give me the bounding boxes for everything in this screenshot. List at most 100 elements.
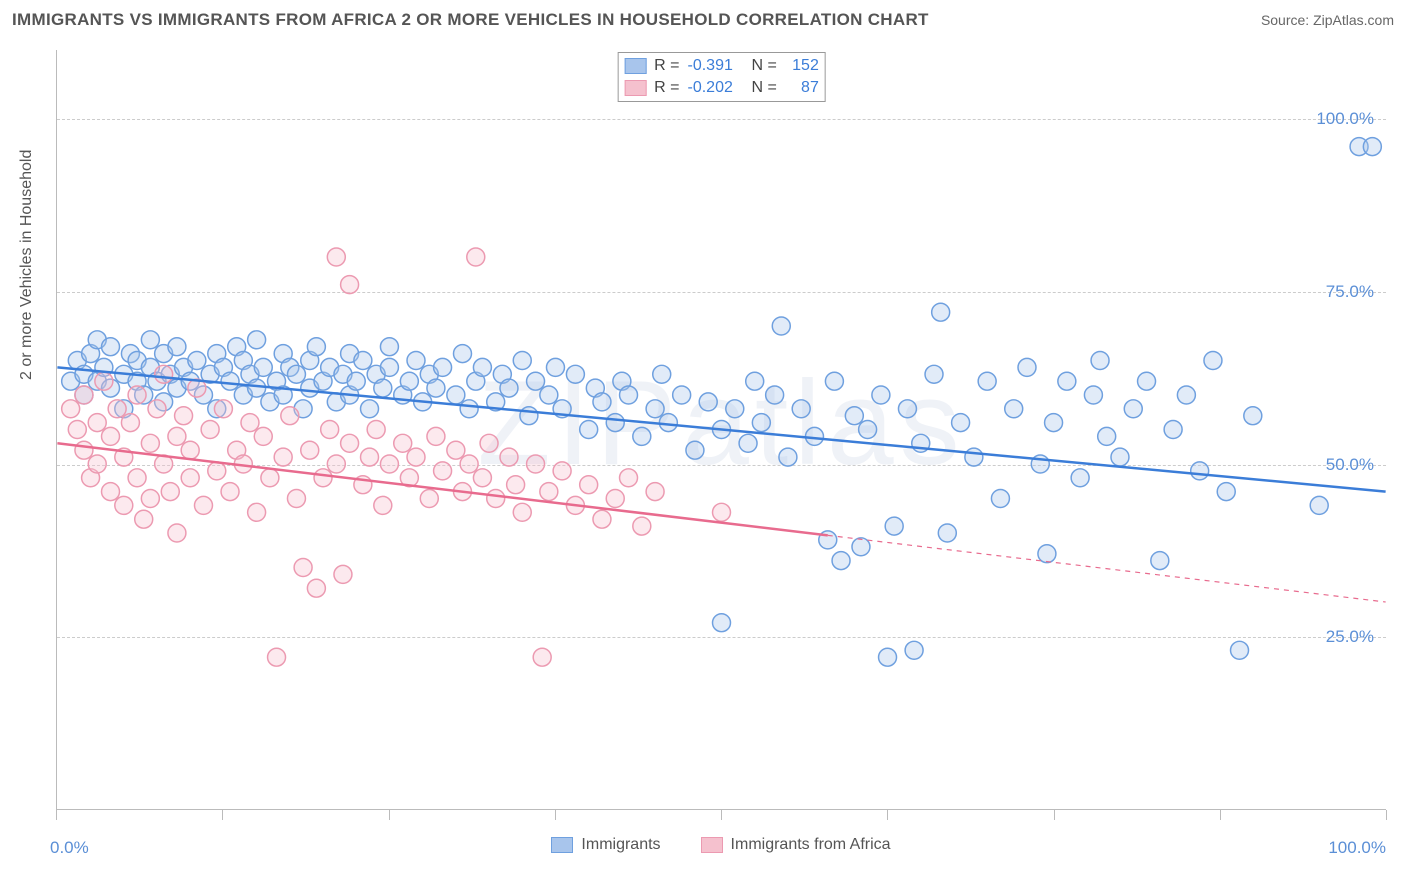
- x-tick: [555, 810, 556, 820]
- data-point: [248, 379, 266, 397]
- y-axis-title: 2 or more Vehicles in Household: [18, 150, 36, 380]
- x-ticks: [56, 810, 1386, 820]
- data-point: [168, 338, 186, 356]
- data-point: [141, 434, 159, 452]
- data-point: [460, 455, 478, 473]
- data-point: [287, 490, 305, 508]
- data-point: [527, 455, 545, 473]
- data-point: [1217, 483, 1235, 501]
- legend-item: Immigrants from Africa: [701, 836, 891, 854]
- data-point: [115, 496, 133, 514]
- data-point: [434, 462, 452, 480]
- data-point: [527, 372, 545, 390]
- data-point: [108, 400, 126, 418]
- data-point: [473, 469, 491, 487]
- data-point: [925, 365, 943, 383]
- data-point: [354, 352, 372, 370]
- source-prefix: Source:: [1261, 12, 1313, 28]
- data-point: [513, 352, 531, 370]
- source-link[interactable]: ZipAtlas.com: [1313, 12, 1394, 28]
- stat-r-label: R =: [654, 55, 679, 77]
- stat-n-label: N =: [752, 55, 777, 77]
- data-point: [334, 565, 352, 583]
- x-tick: [389, 810, 390, 820]
- legend-swatch: [551, 837, 573, 853]
- data-point: [1098, 427, 1116, 445]
- data-point: [254, 427, 272, 445]
- data-point: [1177, 386, 1195, 404]
- data-point: [221, 483, 239, 501]
- data-point: [121, 414, 139, 432]
- data-point: [221, 372, 239, 390]
- data-point: [746, 372, 764, 390]
- x-tick: [56, 810, 57, 820]
- data-point: [307, 579, 325, 597]
- x-tick: [1054, 810, 1055, 820]
- data-point: [646, 400, 664, 418]
- stat-r-label: R =: [654, 77, 679, 99]
- data-point: [1310, 496, 1328, 514]
- data-point: [473, 358, 491, 376]
- data-point: [766, 386, 784, 404]
- data-point: [88, 455, 106, 473]
- data-point: [168, 524, 186, 542]
- data-point: [513, 503, 531, 521]
- data-point: [168, 427, 186, 445]
- x-tick: [721, 810, 722, 820]
- stat-n-value: 87: [785, 77, 819, 99]
- data-point: [314, 469, 332, 487]
- data-point: [898, 400, 916, 418]
- data-point: [1244, 407, 1262, 425]
- data-point: [1038, 545, 1056, 563]
- legend-stats-box: R =-0.391N =152R =-0.202N =87: [617, 52, 826, 102]
- data-point: [991, 490, 1009, 508]
- data-point: [1151, 552, 1169, 570]
- legend-stats-row: R = -0.391 N = 152: [624, 55, 819, 77]
- data-point: [1091, 352, 1109, 370]
- data-point: [593, 510, 611, 528]
- trendline-extrapolated: [828, 535, 1386, 602]
- data-point: [88, 414, 106, 432]
- x-tick: [887, 810, 888, 820]
- data-point: [407, 448, 425, 466]
- data-point: [427, 379, 445, 397]
- data-point: [201, 421, 219, 439]
- data-point: [1084, 386, 1102, 404]
- stat-r-value: -0.391: [688, 55, 744, 77]
- data-point: [254, 358, 272, 376]
- data-point: [825, 372, 843, 390]
- data-point: [859, 421, 877, 439]
- data-point: [507, 476, 525, 494]
- legend-swatch: [624, 80, 646, 96]
- title-bar: IMMIGRANTS VS IMMIGRANTS FROM AFRICA 2 O…: [12, 10, 1394, 30]
- data-point: [879, 648, 897, 666]
- data-point: [274, 448, 292, 466]
- data-point: [606, 490, 624, 508]
- data-point: [792, 400, 810, 418]
- data-point: [566, 365, 584, 383]
- data-point: [487, 490, 505, 508]
- data-point: [307, 338, 325, 356]
- data-point: [1191, 462, 1209, 480]
- data-point: [135, 510, 153, 528]
- data-point: [467, 248, 485, 266]
- data-point: [938, 524, 956, 542]
- data-point: [380, 455, 398, 473]
- data-point: [686, 441, 704, 459]
- data-point: [327, 455, 345, 473]
- legend-swatch: [701, 837, 723, 853]
- legend-label: Immigrants from Africa: [731, 836, 891, 854]
- data-point: [832, 552, 850, 570]
- data-point: [1071, 469, 1089, 487]
- data-point: [454, 345, 472, 363]
- data-point: [1111, 448, 1129, 466]
- data-point: [208, 462, 226, 480]
- x-tick: [1220, 810, 1221, 820]
- data-point: [480, 434, 498, 452]
- stat-n-value: 152: [785, 55, 819, 77]
- data-point: [281, 407, 299, 425]
- data-point: [161, 483, 179, 501]
- data-point: [68, 421, 86, 439]
- chart-title: IMMIGRANTS VS IMMIGRANTS FROM AFRICA 2 O…: [12, 10, 929, 30]
- data-point: [380, 338, 398, 356]
